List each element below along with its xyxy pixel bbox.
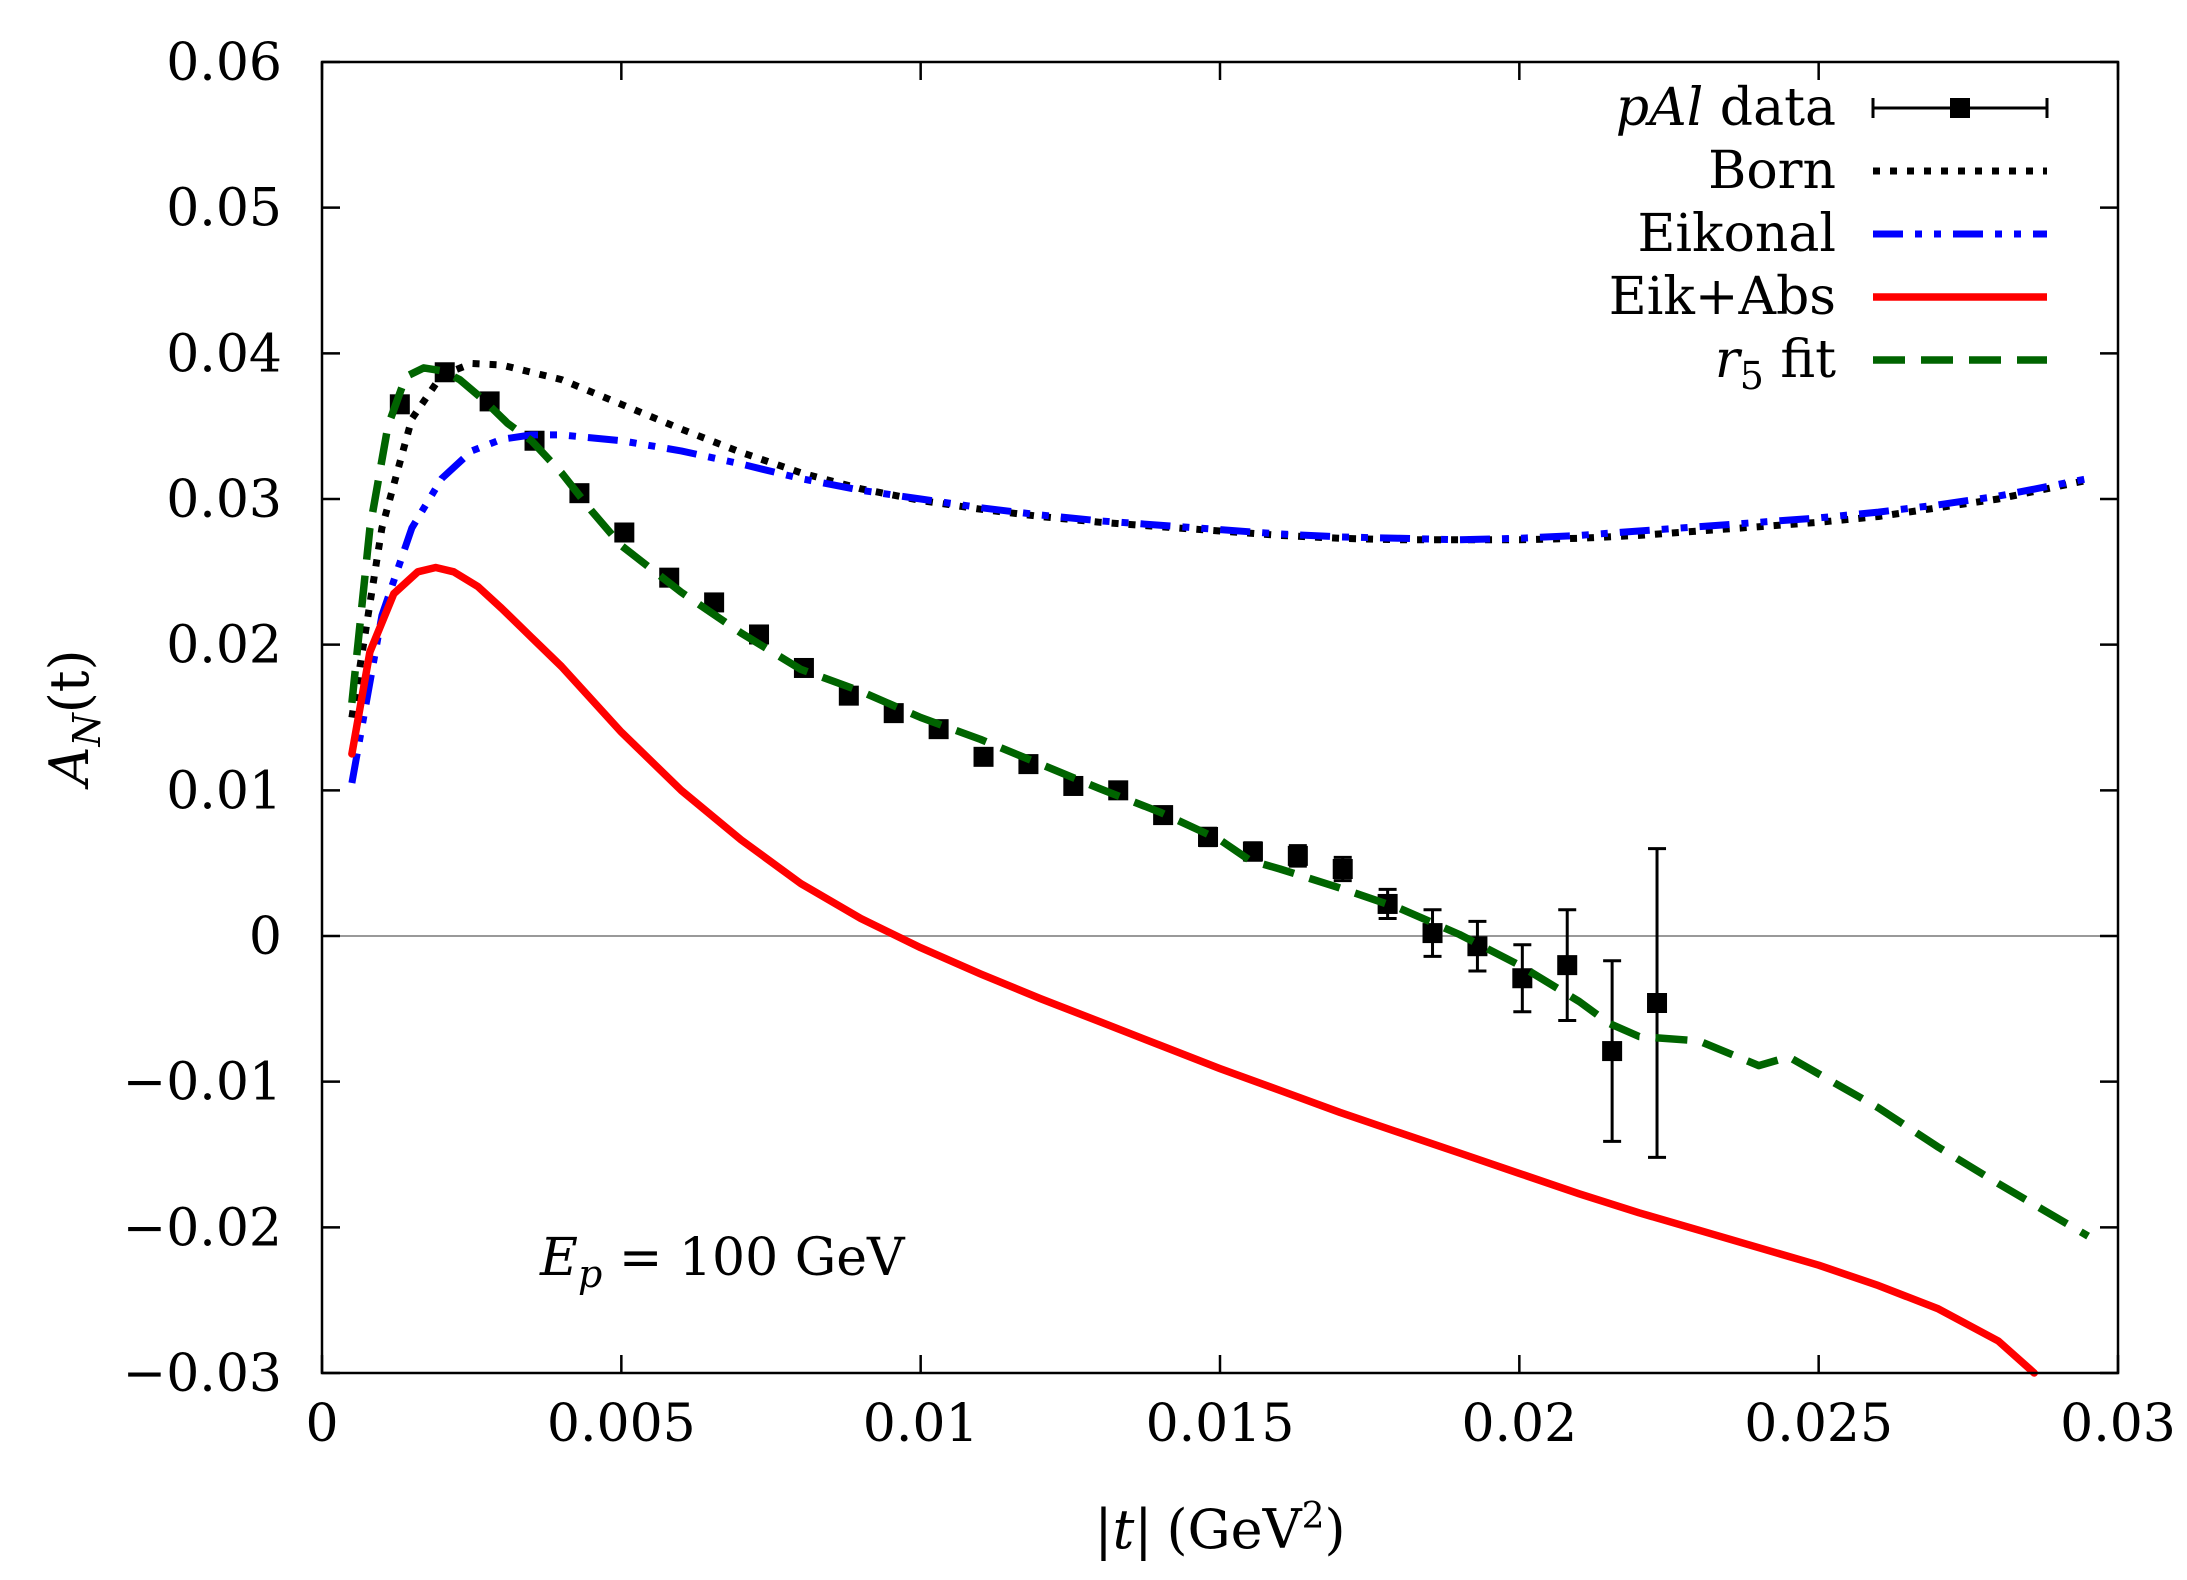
legend-label-italic: pAl	[1616, 78, 1703, 138]
legend-entry: Eikonal	[1637, 204, 2047, 264]
y-title-main: A	[38, 747, 101, 791]
annotation-sub: p	[578, 1252, 602, 1296]
data-point	[973, 746, 994, 767]
y-tick-label: 0	[249, 907, 282, 967]
x-tick-label: 0.015	[1146, 1394, 1295, 1454]
y-tick-label: 0.01	[166, 761, 282, 821]
legend-label-sub: 5	[1740, 354, 1764, 398]
series-r5-fit	[348, 364, 2090, 1240]
series-eik-abs	[348, 563, 2038, 1377]
x-title-unit: (GeV	[1166, 1498, 1302, 1561]
legend-label-rest: Eikonal	[1637, 204, 1836, 264]
y-tick-label: −0.01	[123, 1053, 282, 1113]
x-tick-label: 0.03	[2060, 1394, 2176, 1454]
legend-swatch-point	[1950, 98, 1970, 118]
y-tick-label: 0.03	[166, 470, 282, 530]
series-layer	[348, 360, 2090, 1377]
x-title-open: |	[1094, 1498, 1112, 1561]
series-eikonal	[348, 431, 2089, 784]
legend-label: r5 fit	[1715, 330, 1836, 398]
legend-label: Eik+Abs	[1609, 267, 1836, 327]
legend-label-rest: Born	[1708, 141, 1836, 201]
x-tick-label: 0.005	[547, 1394, 696, 1454]
series-line	[348, 360, 2089, 719]
data-point	[1647, 993, 1668, 1014]
data-point	[883, 703, 904, 724]
x-axis-ticks: 0 0.005 0.01 0.015 0.02 0.025 0.03	[305, 62, 2176, 1454]
data-point	[1557, 955, 1578, 976]
x-title-sup: 2	[1302, 1496, 1325, 1537]
x-tick-label: 0.02	[1461, 1394, 1577, 1454]
y-tick-label: 0.06	[166, 33, 282, 93]
x-tick-label: 0	[305, 1394, 338, 1454]
legend-label: pAl data	[1616, 78, 1836, 138]
y-tick-label: 0.05	[166, 179, 282, 239]
legend-entry: r5 fit	[1715, 330, 2047, 398]
x-title-unit-close: )	[1325, 1498, 1346, 1561]
data-point	[1602, 1041, 1623, 1062]
legend-label-italic: r	[1715, 330, 1743, 390]
y-axis-title: AN(t)	[38, 649, 109, 790]
annotation-lhs: E	[539, 1228, 578, 1288]
x-axis-title: |t| (GeV2)	[1094, 1496, 1345, 1561]
y-title-sub: N	[65, 712, 109, 748]
y-tick-label: −0.03	[123, 1344, 282, 1404]
plot-frame	[320, 60, 2120, 1375]
legend-entry: Born	[1708, 141, 2047, 201]
series-line	[348, 431, 2089, 784]
legend-label: Eikonal	[1637, 204, 1836, 264]
legend-label-rest: data	[1703, 78, 1836, 138]
legend-label-rest: Eik+Abs	[1609, 267, 1836, 327]
x-title-var: t	[1113, 1498, 1135, 1561]
y-title-arg: (t)	[38, 649, 101, 713]
data-point	[1332, 858, 1353, 879]
energy-annotation: Ep = 100 GeV	[539, 1228, 906, 1296]
y-axis-ticks: −0.03 −0.02 −0.01 0 0.01 0.02 0.03 0.04 0.05 0.06	[123, 33, 2118, 1404]
data-point	[1287, 845, 1308, 866]
annotation-rhs: = 100 GeV	[602, 1228, 906, 1288]
x-title-close: |	[1134, 1498, 1152, 1561]
y-tick-label: 0.02	[166, 616, 282, 676]
y-tick-label: 0.04	[166, 324, 282, 384]
data-point	[614, 522, 635, 543]
x-tick-label: 0.025	[1744, 1394, 1893, 1454]
legend-label: Born	[1708, 141, 1836, 201]
series-line	[348, 563, 2038, 1377]
legend-entry: pAl data	[1616, 78, 2049, 138]
data-point	[838, 685, 859, 706]
legend-entry: Eik+Abs	[1609, 267, 2047, 327]
data-point	[1512, 968, 1533, 989]
legend-label-rest: fit	[1764, 330, 1836, 390]
x-tick-label: 0.01	[863, 1394, 979, 1454]
data-point	[1422, 923, 1443, 944]
series-born	[348, 360, 2089, 719]
series-line	[348, 364, 2090, 1240]
data-point	[1063, 775, 1084, 796]
y-tick-label: −0.02	[123, 1198, 282, 1258]
